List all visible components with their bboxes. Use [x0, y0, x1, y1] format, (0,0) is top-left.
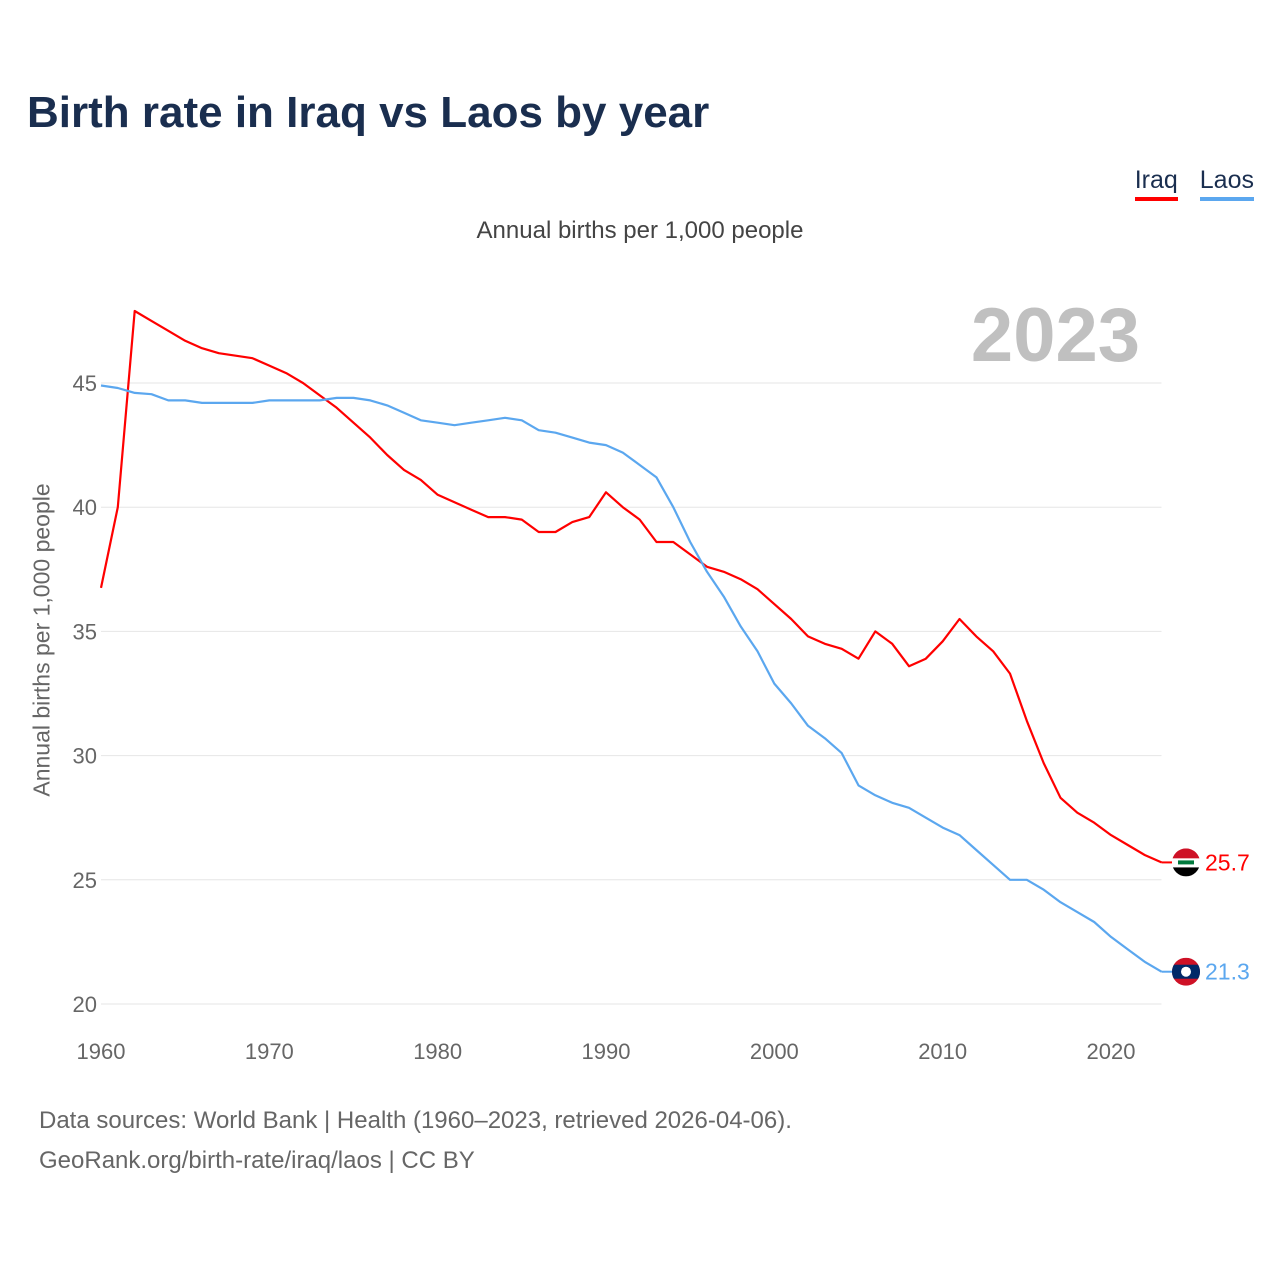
x-tick-label-1970: 1970 — [245, 1039, 294, 1064]
legend-laos[interactable]: Laos — [1199, 166, 1254, 201]
flag-laos-icon — [1172, 957, 1200, 986]
x-tick-label-2010: 2010 — [918, 1039, 967, 1064]
footer-sources: Data sources: World Bank | Health (1960–… — [39, 1107, 792, 1134]
end-value-label-laos: 21.3 — [1205, 959, 1250, 985]
series-line-iraq — [99, 309, 1162, 864]
current-year-label: 2023 — [970, 293, 1140, 378]
x-tick-label-1990: 1990 — [582, 1039, 631, 1064]
y-tick-label-30: 30 — [73, 744, 97, 769]
x-tick-label-1960: 1960 — [77, 1039, 126, 1064]
chart-subtitle: Annual births per 1,000 people — [476, 217, 804, 244]
x-tick-label-2000: 2000 — [750, 1039, 799, 1064]
footer-link[interactable]: GeoRank.org/birth-rate/iraq/laos | CC BY — [39, 1147, 475, 1174]
y-tick-label-40: 40 — [73, 495, 97, 520]
end-value-label-iraq: 25.7 — [1205, 849, 1250, 875]
series-line-laos — [100, 384, 1163, 973]
legend: Iraq Laos — [1134, 166, 1254, 201]
y-tick-label-35: 35 — [73, 619, 97, 644]
y-tick-label-25: 25 — [73, 868, 97, 893]
chart-title: Birth rate in Iraq vs Laos by year — [27, 88, 710, 137]
y-tick-label-20: 20 — [73, 992, 97, 1017]
y-tick-label-45: 45 — [73, 371, 97, 396]
x-tick-label-1980: 1980 — [413, 1039, 462, 1064]
legend-iraq[interactable]: Iraq — [1134, 166, 1178, 201]
flag-iraq-icon — [1172, 848, 1200, 877]
x-tick-label-2020: 2020 — [1087, 1039, 1136, 1064]
